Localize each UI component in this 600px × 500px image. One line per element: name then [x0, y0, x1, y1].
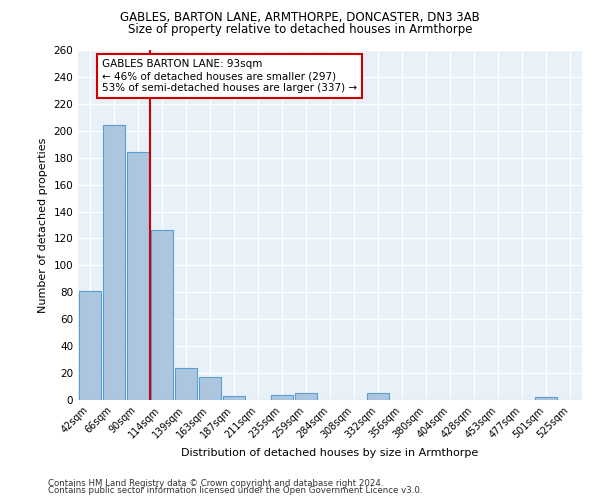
Bar: [151, 230, 173, 400]
Bar: [535, 398, 557, 400]
Bar: [103, 126, 125, 400]
Bar: [199, 377, 221, 400]
Text: GABLES BARTON LANE: 93sqm
← 46% of detached houses are smaller (297)
53% of semi: GABLES BARTON LANE: 93sqm ← 46% of detac…: [102, 60, 357, 92]
Text: Contains HM Land Registry data © Crown copyright and database right 2024.: Contains HM Land Registry data © Crown c…: [48, 478, 383, 488]
Bar: [367, 394, 389, 400]
Text: GABLES, BARTON LANE, ARMTHORPE, DONCASTER, DN3 3AB: GABLES, BARTON LANE, ARMTHORPE, DONCASTE…: [120, 12, 480, 24]
Bar: [175, 368, 197, 400]
Bar: [223, 396, 245, 400]
Bar: [271, 394, 293, 400]
Text: Contains public sector information licensed under the Open Government Licence v3: Contains public sector information licen…: [48, 486, 422, 495]
Bar: [295, 394, 317, 400]
Text: Size of property relative to detached houses in Armthorpe: Size of property relative to detached ho…: [128, 22, 472, 36]
Bar: [79, 291, 101, 400]
Bar: [127, 152, 149, 400]
Y-axis label: Number of detached properties: Number of detached properties: [38, 138, 48, 312]
X-axis label: Distribution of detached houses by size in Armthorpe: Distribution of detached houses by size …: [181, 448, 479, 458]
